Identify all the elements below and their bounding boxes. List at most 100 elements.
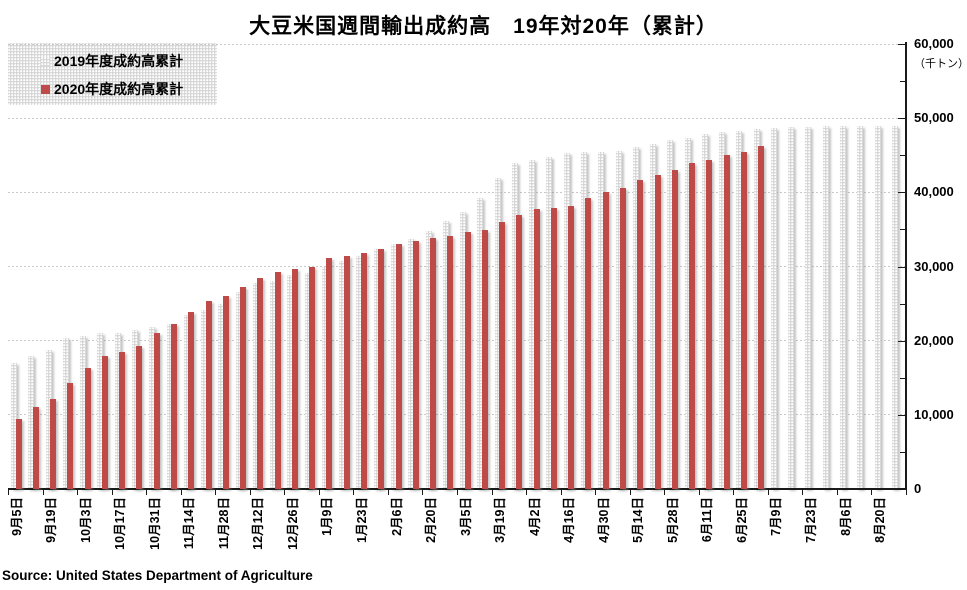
bar-2020 — [550, 207, 557, 489]
bar-2019 — [770, 127, 777, 489]
x-axis-label: 4月16日 — [562, 497, 577, 543]
x-axis-label: 12月12日 — [251, 497, 266, 550]
x-axis-label: 7月23日 — [804, 497, 819, 543]
bar-2020 — [153, 333, 160, 489]
bar-2019 — [149, 326, 156, 489]
bar-2019 — [235, 292, 242, 489]
legend-label-2020: 2020年度成約高累計 — [54, 81, 184, 97]
bar-2019 — [857, 126, 864, 489]
bar-2020 — [360, 253, 367, 489]
y-axis-tick — [898, 118, 906, 120]
bar-2019 — [45, 350, 52, 489]
bar-2020 — [533, 209, 540, 489]
y-axis-tick — [898, 192, 906, 194]
legend-label-2019: 2019年度成約高累計 — [54, 53, 184, 69]
bar-2019 — [822, 126, 829, 489]
bar-2020 — [602, 192, 609, 489]
gridline — [8, 117, 906, 119]
x-axis-label: 11月28日 — [216, 497, 231, 550]
bar-2020 — [464, 232, 471, 489]
bar-2019 — [356, 256, 363, 489]
y-axis-tick — [900, 229, 906, 231]
bar-2019 — [391, 244, 398, 489]
bar-2020 — [499, 222, 506, 489]
chart-title: 大豆米国週間輸出成約高 19年対20年（累計） — [249, 15, 718, 38]
bar-2020 — [671, 170, 678, 489]
x-axis-label: 9月19日 — [44, 497, 59, 543]
bar-2020 — [585, 197, 592, 489]
x-axis-label: 2月20日 — [424, 497, 439, 543]
y-axis-tick — [898, 44, 906, 45]
x-axis-tick — [387, 490, 389, 495]
x-axis-label: 12月26日 — [285, 497, 300, 550]
y-axis-tick — [898, 414, 906, 416]
legend-swatch-2020 — [41, 84, 50, 94]
gridline — [8, 191, 906, 193]
x-axis-tick — [733, 490, 735, 495]
bar-2020 — [222, 296, 229, 489]
bar-2020 — [291, 269, 298, 489]
x-axis-tick — [526, 490, 528, 495]
x-axis-tick — [215, 490, 217, 495]
bar-2019 — [373, 249, 380, 489]
bar-2019 — [131, 329, 138, 489]
x-axis-label: 1月23日 — [355, 497, 370, 543]
y-axis-unit-label: （千トン） — [914, 58, 967, 70]
bar-2020 — [257, 277, 264, 489]
x-axis-label: 11月14日 — [182, 497, 197, 550]
bar-2019 — [80, 336, 87, 489]
bar-2019 — [650, 144, 657, 489]
bar-2020 — [343, 256, 350, 489]
y-axis-tick — [900, 451, 906, 453]
bar-2019 — [874, 126, 881, 489]
bar-2019 — [684, 138, 691, 489]
x-axis-tick — [8, 490, 9, 495]
bar-2020 — [378, 248, 385, 489]
bar-2019 — [218, 303, 225, 489]
x-axis-label: 8月20日 — [873, 497, 888, 543]
bar-2019 — [494, 178, 501, 489]
x-axis-tick — [111, 490, 113, 495]
bar-2019 — [201, 309, 208, 489]
x-axis-label: 3月19日 — [493, 497, 508, 543]
bar-2019 — [598, 152, 605, 489]
x-axis-tick — [77, 490, 79, 495]
x-axis-label: 9月5日 — [9, 497, 24, 536]
x-axis-label: 2月6日 — [389, 497, 404, 536]
legend: 2019年度成約高累計 2020年度成約高累計 — [8, 43, 217, 105]
x-axis-label: 3月5日 — [458, 497, 473, 536]
x-axis-tick — [491, 490, 493, 495]
bar-2019 — [442, 221, 449, 489]
bar-2020 — [50, 398, 57, 489]
x-axis-tick — [318, 490, 320, 495]
y-axis-tick — [898, 340, 906, 342]
x-axis-tick — [767, 490, 769, 495]
x-axis-tick — [284, 490, 286, 495]
bar-2020 — [171, 323, 178, 489]
bar-2019 — [114, 332, 121, 489]
x-axis-label: 4月30日 — [596, 497, 611, 543]
x-axis-line — [8, 488, 907, 490]
x-axis-tick — [629, 490, 631, 495]
y-axis-tick — [898, 266, 906, 268]
bar-2020 — [32, 406, 39, 489]
bar-2019 — [287, 274, 294, 489]
legend-item-2020: 2020年度成約高累計 — [8, 79, 217, 99]
bar-2020 — [689, 163, 696, 489]
bar-2019 — [840, 126, 847, 489]
bar-2019 — [425, 230, 432, 489]
x-axis-label: 1月9日 — [320, 497, 335, 536]
x-axis-label: 6月11日 — [700, 497, 715, 543]
gridline — [8, 266, 906, 267]
bar-2020 — [240, 286, 247, 489]
y-axis-label: 0 — [914, 481, 922, 496]
bar-2019 — [736, 130, 743, 489]
bar-2019 — [805, 127, 812, 489]
bar-2019 — [788, 127, 795, 489]
x-axis-tick — [457, 490, 458, 495]
bar-2020 — [15, 419, 22, 489]
y-axis-tick — [900, 81, 906, 83]
bar-2020 — [481, 230, 488, 489]
x-axis-label: 10月3日 — [78, 497, 93, 543]
